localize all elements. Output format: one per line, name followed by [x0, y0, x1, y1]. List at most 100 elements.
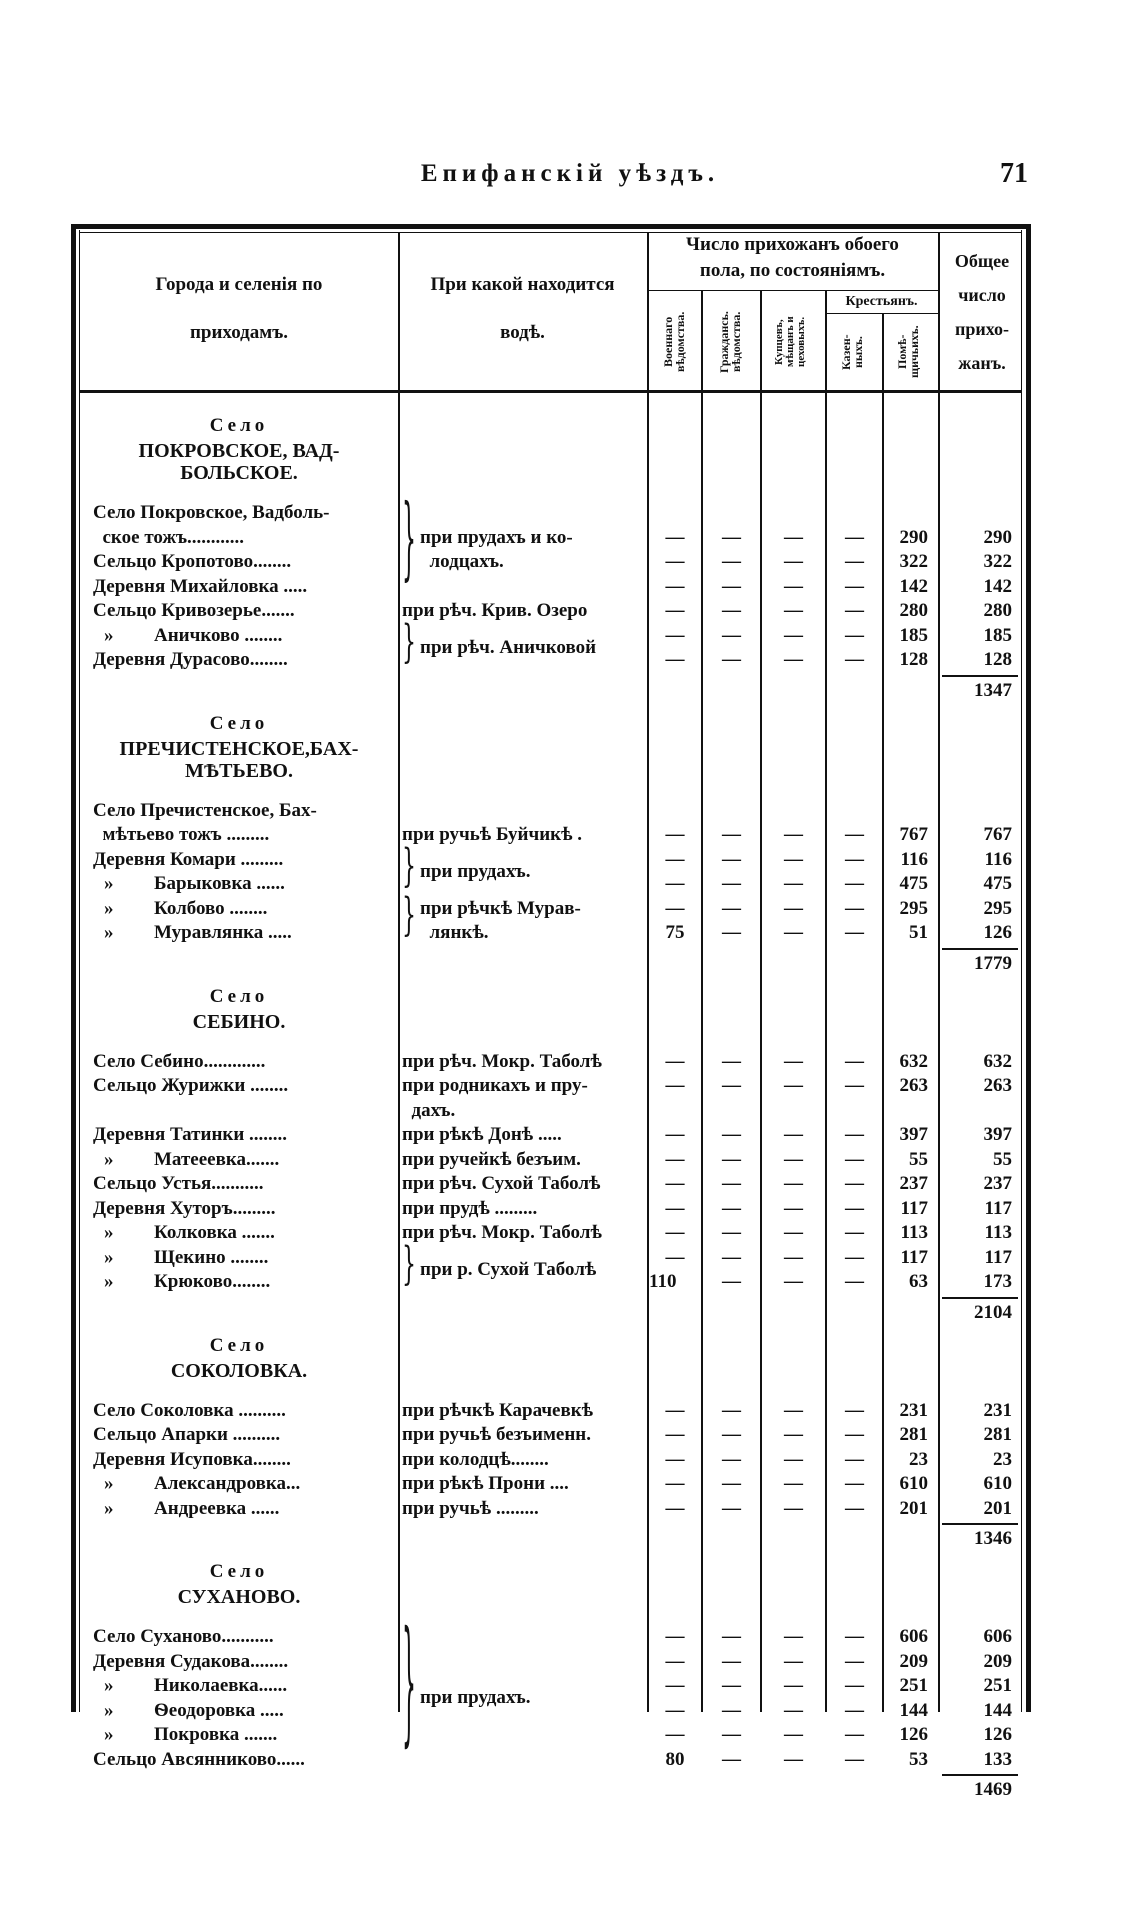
place-name: Покровка .......	[154, 1724, 278, 1745]
column-rule	[760, 290, 762, 1712]
header-state-peasants: Казен-ныхъ.	[839, 316, 865, 388]
parish-total-value: 117	[984, 1246, 1012, 1268]
value-cell: —	[845, 824, 864, 845]
header-landlord-peasants: Помѣ-щичьихъ.	[895, 316, 921, 388]
column-rule	[398, 232, 400, 1712]
value-cell: —	[665, 1724, 685, 1745]
parish-total-value: 23	[993, 1448, 1012, 1470]
value-cell: —	[784, 551, 803, 572]
value-cell: —	[665, 873, 685, 894]
value-cell: —	[784, 1424, 803, 1445]
parish-total-value: 55	[993, 1148, 1012, 1170]
place-name: Барыковка ......	[154, 873, 285, 894]
value-cell: —	[784, 1050, 803, 1072]
place-name: Село Суханово...........	[93, 1626, 274, 1647]
value-cell: —	[722, 526, 741, 548]
value-cell: —	[722, 1675, 741, 1696]
value-cell: —	[665, 1173, 685, 1194]
place-name: Деревня Судакова........	[93, 1650, 289, 1672]
value-cell: —	[665, 575, 685, 597]
value-cell: 75	[665, 922, 685, 943]
value-cell: —	[665, 526, 685, 548]
value-cell: 117	[900, 1197, 928, 1219]
value-cell: 610	[899, 1473, 929, 1494]
t: щичьихъ.	[907, 325, 921, 379]
peasants-group-rule	[825, 313, 938, 314]
value-cell: —	[845, 1222, 864, 1243]
t: вѣдомства.	[673, 311, 687, 373]
water-body: при колодцѣ........	[402, 1448, 549, 1470]
value-cell: —	[845, 848, 864, 870]
value-cell: 23	[909, 1448, 928, 1470]
value-cell: —	[845, 873, 864, 894]
place-name: Село Пречистенское, Бах-	[93, 799, 317, 821]
section-name: СУХАНОВО.	[177, 1586, 301, 1608]
parish-total-value: 185	[983, 624, 1013, 646]
section-name: ПРЕЧИСТЕНСКОЕ,БАХ-	[119, 737, 359, 760]
value-cell: 116	[900, 848, 928, 870]
water-body: лодцахъ.	[420, 551, 504, 572]
value-cell: —	[784, 1473, 803, 1494]
value-cell: —	[845, 1124, 864, 1145]
section-name: СЕБИНО.	[192, 1010, 286, 1033]
value-cell: 251	[899, 1675, 929, 1696]
column-rule	[825, 290, 827, 1712]
place-name: Село Покровское, Вадболь-	[93, 502, 330, 523]
value-cell: —	[722, 600, 741, 621]
ditto-mark: »	[104, 1473, 114, 1494]
value-cell: —	[845, 1497, 864, 1519]
water-body: при прудахъ.	[420, 1687, 531, 1709]
ditto-mark: »	[104, 624, 114, 646]
value-cell: —	[845, 1075, 864, 1096]
value-cell: —	[845, 624, 864, 646]
value-cell: —	[665, 1497, 685, 1519]
value-cell: —	[845, 649, 864, 670]
place-name: Сельцо Журижки ........	[93, 1075, 289, 1096]
ditto-mark: »	[104, 1246, 114, 1268]
value-cell: —	[845, 1271, 864, 1292]
value-cell: —	[845, 1650, 864, 1672]
table-border-left	[71, 224, 76, 1712]
ditto-mark: »	[104, 1148, 114, 1170]
value-cell: —	[784, 1497, 803, 1519]
water-body: при прудахъ.	[420, 860, 531, 882]
parish-total-value: 133	[983, 1748, 1013, 1770]
parish-total-value: 263	[983, 1075, 1013, 1096]
parish-total-value: 117	[984, 1197, 1012, 1219]
t: прихо-	[954, 319, 1010, 339]
value-cell: —	[722, 1497, 741, 1519]
table-border-right	[1026, 224, 1031, 1712]
value-cell: —	[722, 1699, 741, 1721]
place-name: Деревня Дурасово........	[93, 649, 288, 670]
value-cell: —	[784, 1246, 803, 1268]
parish-total-value: 475	[983, 873, 1013, 894]
value-cell: 53	[909, 1748, 928, 1770]
table-border-top	[71, 224, 1031, 229]
value-cell: —	[665, 1222, 685, 1243]
value-cell: 632	[899, 1050, 929, 1072]
value-cell: —	[665, 848, 685, 870]
value-cell: —	[784, 1748, 803, 1770]
parish-total-value: 281	[983, 1424, 1013, 1445]
section-label: Село	[209, 1561, 269, 1582]
place-name: мѣтьево тожъ .........	[93, 824, 270, 845]
water-body: при рѣч. Мокр. Таболѣ	[402, 1050, 602, 1072]
value-cell: —	[784, 1197, 803, 1219]
value-cell: —	[784, 873, 803, 894]
column-rule	[701, 290, 703, 1712]
place-name: Деревня Татинки ........	[93, 1124, 288, 1145]
value-cell: —	[845, 1246, 864, 1268]
value-cell: —	[845, 1050, 864, 1072]
t: жанъ.	[958, 353, 1006, 373]
parish-total-value: 767	[983, 824, 1013, 845]
value-cell: —	[845, 1197, 864, 1219]
place-name: Щекино ........	[154, 1246, 269, 1268]
value-cell: —	[665, 1626, 685, 1647]
section-total: 1469	[974, 1779, 1012, 1800]
value-cell: —	[722, 1148, 741, 1170]
header-peasants-group: Крестьянъ.	[845, 294, 918, 309]
place-name: Александровка...	[154, 1473, 301, 1494]
value-cell: —	[722, 1473, 741, 1494]
value-cell: —	[845, 1399, 864, 1421]
value-cell: —	[665, 1424, 685, 1445]
